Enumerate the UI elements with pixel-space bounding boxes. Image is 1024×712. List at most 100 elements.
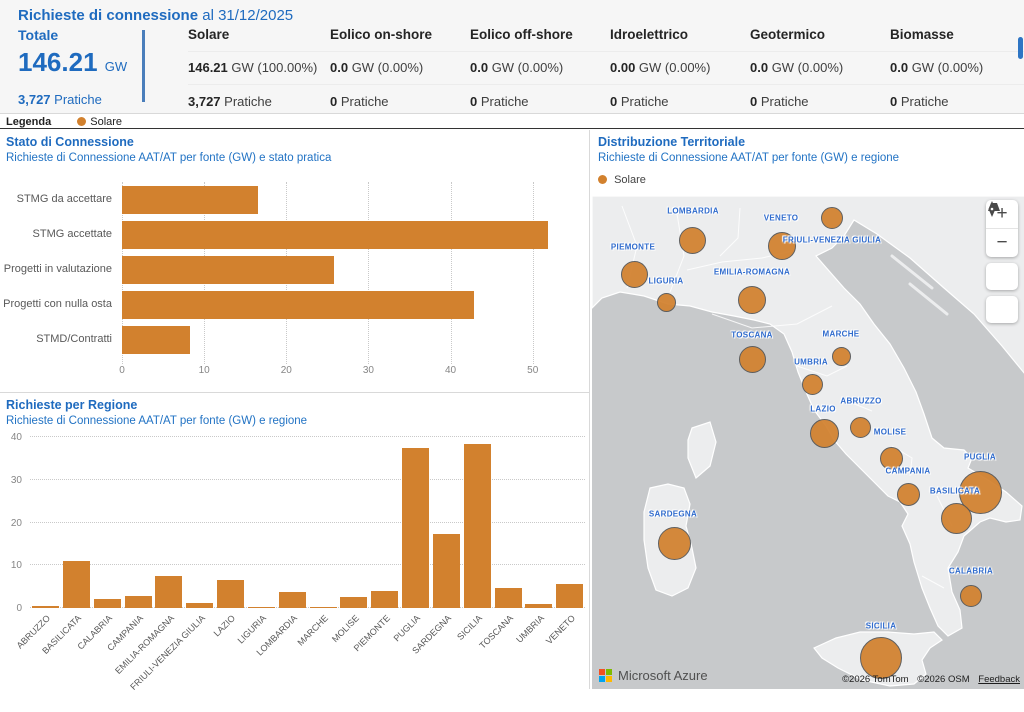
source-value: 0.0 GW (0.00%): [330, 52, 470, 85]
map-bubble[interactable]: [832, 347, 851, 366]
header-scrollbar[interactable]: [1018, 37, 1023, 59]
source-name: Geotermico: [750, 27, 890, 52]
bar[interactable]: [122, 186, 258, 214]
azure-logo: Microsoft Azure: [599, 668, 708, 683]
left-charts-column: Stato di Connessione Richieste di Connes…: [0, 130, 590, 689]
map-region-label: PUGLIA: [964, 453, 996, 462]
azure-logo-text: Microsoft Azure: [618, 668, 708, 683]
source-value: 146.21 GW (100.00%): [188, 52, 330, 85]
map-bubble[interactable]: [821, 207, 843, 229]
source-pratiche-suffix: Pratiche: [221, 94, 272, 109]
stato-panel-title: Stato di Connessione: [0, 130, 590, 149]
bar[interactable]: [122, 326, 190, 354]
source-gw-value: 146.21: [188, 60, 228, 75]
map-region-label: VENETO: [764, 214, 799, 223]
source-pratiche-value: 3,727: [188, 94, 221, 109]
map-bubble[interactable]: [897, 483, 920, 506]
map-region-label: SICILIA: [866, 622, 897, 631]
map-region-label: BASILICATA: [930, 487, 980, 496]
bar[interactable]: [125, 596, 152, 608]
map-bubble[interactable]: [739, 346, 766, 373]
map-attribution: ©2026 TomTom ©2026 OSM Feedback: [836, 674, 1020, 685]
map-bubble[interactable]: [941, 503, 972, 534]
regioni-panel-subtitle: Richieste di Connessione AAT/AT per font…: [0, 412, 590, 427]
total-gw-unit: GW: [105, 59, 127, 74]
total-label: Totale: [18, 27, 136, 43]
total-gw-value: 146.21: [18, 47, 98, 77]
bar[interactable]: [248, 607, 275, 608]
category-label: Progetti con nulla osta: [3, 287, 112, 322]
bar[interactable]: [464, 444, 491, 608]
bar[interactable]: [186, 603, 213, 608]
map-bubble[interactable]: [860, 637, 902, 679]
gridline: [368, 182, 369, 364]
bar[interactable]: [122, 221, 548, 249]
feedback-link[interactable]: Feedback: [978, 674, 1020, 685]
pitch-control-button[interactable]: [986, 263, 1018, 290]
map-legend-label: Solare: [614, 174, 646, 186]
source-gw-suffix: GW (0.00%): [768, 60, 843, 75]
header-divider: [142, 30, 145, 102]
bar[interactable]: [122, 291, 474, 319]
bar[interactable]: [94, 599, 121, 608]
map-bubble[interactable]: [802, 374, 823, 395]
map-bubble[interactable]: [960, 585, 982, 607]
legend-strip: Legenda Solare: [0, 115, 1024, 129]
category-label: Progetti in valutazione: [4, 252, 112, 287]
bar[interactable]: [371, 591, 398, 608]
gridline: [533, 182, 534, 364]
bar[interactable]: [525, 604, 552, 608]
bar[interactable]: [433, 534, 460, 608]
bar[interactable]: [217, 580, 244, 608]
compass-control-button[interactable]: [986, 296, 1018, 323]
bar[interactable]: [32, 606, 59, 608]
gridline: [451, 182, 452, 364]
source-value: 0.0 GW (0.00%): [890, 52, 1024, 85]
total-card: Totale 146.21 GW 3,727 Pratiche: [18, 27, 136, 107]
map-region-label: MOLISE: [874, 428, 906, 437]
map-bubble[interactable]: [738, 286, 766, 314]
map-region-label: LAZIO: [810, 405, 836, 414]
richieste-per-regione-panel: Richieste per Regione Richieste di Conne…: [0, 393, 590, 689]
bar[interactable]: [155, 576, 182, 608]
tomtom-copyright: ©2026 TomTom: [842, 674, 909, 685]
bar[interactable]: [63, 561, 90, 608]
source-pratiche: 3,727 Pratiche: [188, 85, 330, 109]
source-pratiche: 0 Pratiche: [750, 85, 890, 109]
zoom-out-button[interactable]: −: [986, 229, 1018, 257]
source-name: Biomasse: [890, 27, 1024, 52]
osm-copyright: ©2026 OSM: [917, 674, 969, 685]
source-value: 0.00 GW (0.00%): [610, 52, 750, 85]
bar[interactable]: [310, 607, 337, 608]
map-bubble[interactable]: [658, 527, 691, 560]
source-pratiche-suffix: Pratiche: [337, 94, 388, 109]
map-bubble[interactable]: [679, 227, 706, 254]
bar[interactable]: [279, 592, 306, 608]
source-gw-suffix: GW (0.00%): [348, 60, 423, 75]
solare-legend-dot-icon: [598, 175, 607, 184]
bar[interactable]: [340, 597, 367, 608]
stato-panel-subtitle: Richieste di Connessione AAT/AT per font…: [0, 149, 590, 164]
source-gw-suffix: GW (0.00%): [488, 60, 563, 75]
bar[interactable]: [402, 448, 429, 608]
map-bubble[interactable]: [810, 419, 839, 448]
map-bubble[interactable]: [850, 417, 871, 438]
map-bubble[interactable]: [657, 293, 676, 312]
legend-label: Legenda: [6, 116, 51, 128]
axis-tick-label: 10: [199, 365, 210, 376]
stato-di-connessione-panel: Stato di Connessione Richieste di Connes…: [0, 130, 590, 393]
map-bubble[interactable]: [621, 261, 648, 288]
bar[interactable]: [122, 256, 334, 284]
bar[interactable]: [495, 588, 522, 608]
axis-tick-label: 30: [11, 475, 22, 486]
bar[interactable]: [556, 584, 583, 608]
